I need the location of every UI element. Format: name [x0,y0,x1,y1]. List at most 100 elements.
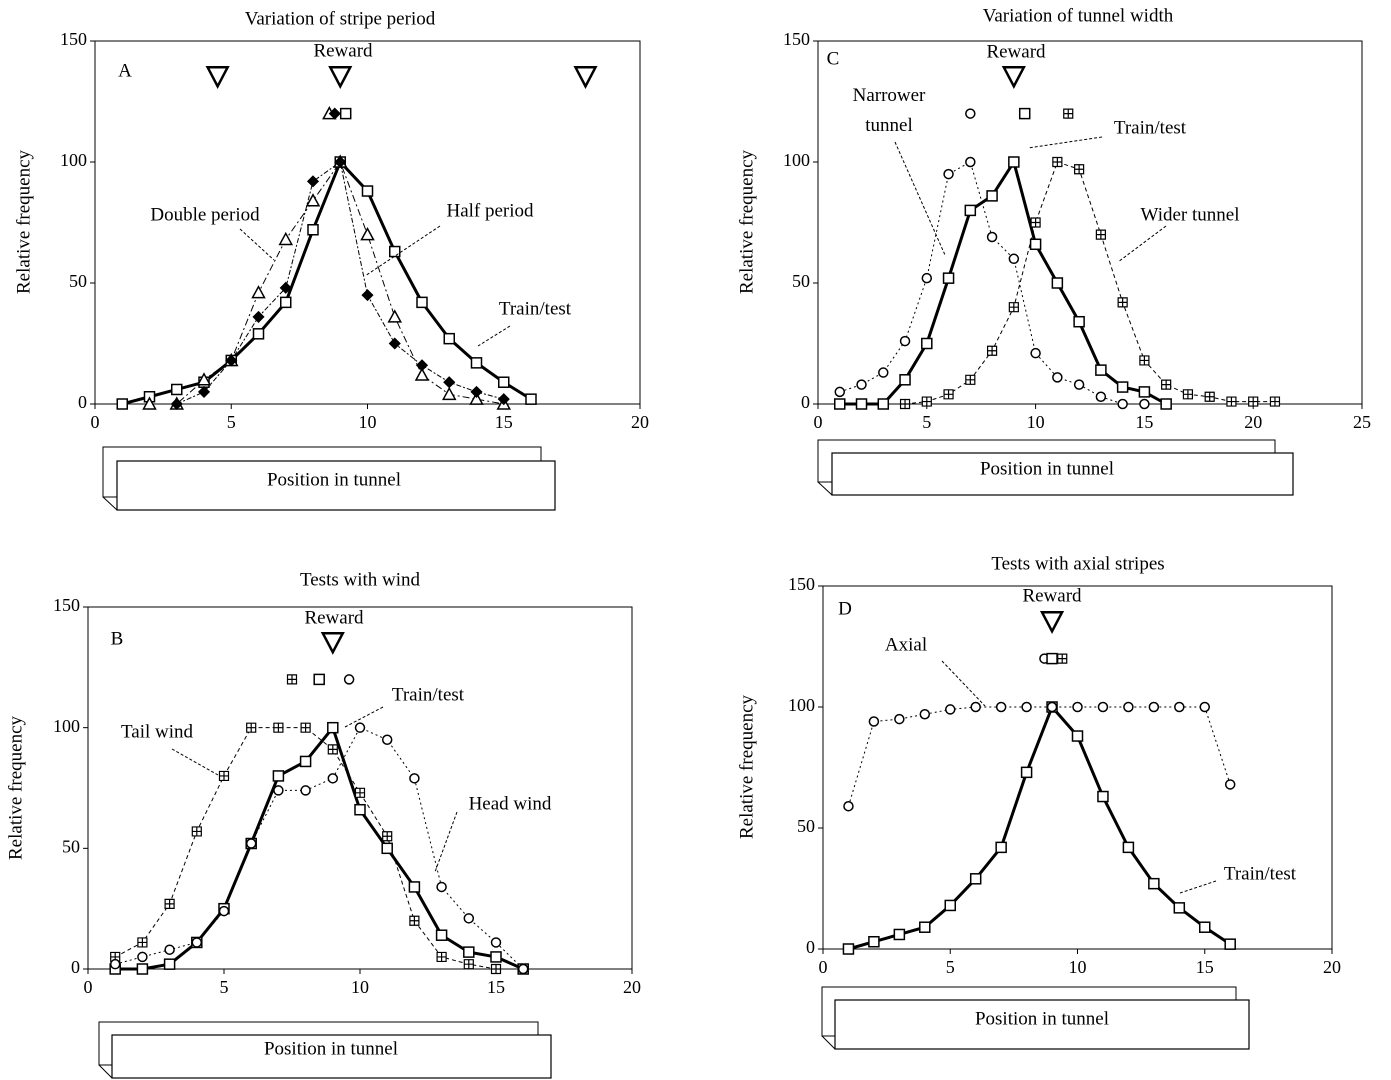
triangle-marker [278,231,294,246]
boxplus-marker [191,826,202,837]
square-marker [163,958,176,970]
reward-marker [320,631,345,655]
boxplus-marker [1182,389,1194,400]
x-axis-label: Position in tunnel [975,1008,1109,1029]
boxplus-marker [1117,297,1128,308]
circle-marker [868,716,880,727]
circle-marker [945,704,956,715]
reward-marker [328,66,353,89]
y-tick-label: 0 [71,957,80,977]
boxplus-marker [354,787,366,798]
square-marker [307,224,319,236]
circle-marker [1030,347,1041,359]
boxplus-marker [490,963,502,975]
square-marker [1116,381,1129,393]
plot-frame [817,40,1363,405]
square-marker [964,204,977,217]
circle-marker [343,674,355,685]
series-annotation: Head wind [469,793,552,814]
circle-marker [109,958,121,970]
panel-label: B [111,628,124,649]
diamond-marker [443,376,456,389]
leader-line [1179,880,1217,894]
square-marker [470,357,483,369]
y-tick-label: 0 [78,392,87,412]
square-marker [416,296,428,309]
square-marker [842,943,855,955]
series-annotation: Train/test [392,684,465,705]
circle-marker [327,773,339,784]
diamond-marker [252,310,265,323]
x-tick-label: 15 [495,412,513,432]
circle-marker [1008,253,1020,265]
square-marker [969,873,982,885]
boxplus-marker [463,959,474,970]
boxplus-marker [436,951,447,963]
circle-marker [463,913,475,924]
y-tick-label: 150 [53,595,80,615]
series-line [121,160,532,406]
boxplus-marker [409,915,420,926]
square-marker [1018,107,1031,120]
circle-marker [381,734,393,745]
square-marker [1224,938,1236,950]
boxplus-marker [1248,396,1259,407]
x-tick-label: 5 [227,412,236,432]
boxplus-marker [1057,653,1068,664]
triangle-marker [305,193,321,207]
series-annotation: Half period [446,200,534,221]
circle-marker [490,937,502,948]
x-tick-label: 10 [1027,412,1045,432]
x-tick-label: 10 [1069,957,1087,977]
series-annotation: Train/test [1224,863,1297,884]
boxplus-marker [921,396,932,407]
square-marker [339,107,352,120]
square-marker [498,376,510,388]
series-line [114,727,497,970]
x-tick-label: 0 [819,957,828,977]
triangle-marker [414,367,430,381]
tunnel-box-edge [821,1035,836,1050]
boxplus-marker [1030,217,1041,228]
boxplus-marker [273,722,284,733]
x-tick-label: 5 [946,957,955,977]
boxplus-marker [986,345,998,356]
boxplus-marker [246,722,257,733]
x-tick-label: 20 [631,412,649,432]
circle-marker [273,785,284,796]
panel-label: A [118,60,132,81]
reward-marker [205,66,230,89]
boxplus-marker [382,831,393,842]
circle-marker [856,379,867,390]
series-line [848,705,1232,951]
circle-marker [245,838,257,849]
circle-marker [878,367,889,378]
tunnel-box-front [116,460,556,511]
x-tick-label: 10 [351,977,369,997]
square-marker [299,755,312,768]
y-tick-label: 50 [62,836,80,856]
panel: Tests with wind B Relative frequency Positi… [5,569,641,1079]
triangle-marker [196,372,212,386]
boxplus-marker [137,937,148,948]
x-tick-label: 5 [220,977,229,997]
circle-marker [1148,701,1160,713]
square-marker [525,393,537,405]
leader-line [477,325,511,347]
reward-marker [573,66,598,89]
circle-marker [436,881,447,893]
triangle-marker [441,386,457,401]
tunnel-box-edge [98,1064,113,1079]
x-tick-label: 0 [91,412,100,432]
circle-marker [965,108,976,119]
y-tick-label: 100 [60,150,87,170]
series-annotation: Reward [986,41,1046,62]
x-tick-label: 10 [359,412,377,432]
square-marker [868,935,880,948]
circle-marker [1139,398,1150,410]
square-marker [1122,841,1135,854]
leader-line [171,748,219,776]
boxplus-marker [965,374,976,385]
boxplus-marker [1052,156,1063,168]
boxplus-marker [1095,229,1106,240]
